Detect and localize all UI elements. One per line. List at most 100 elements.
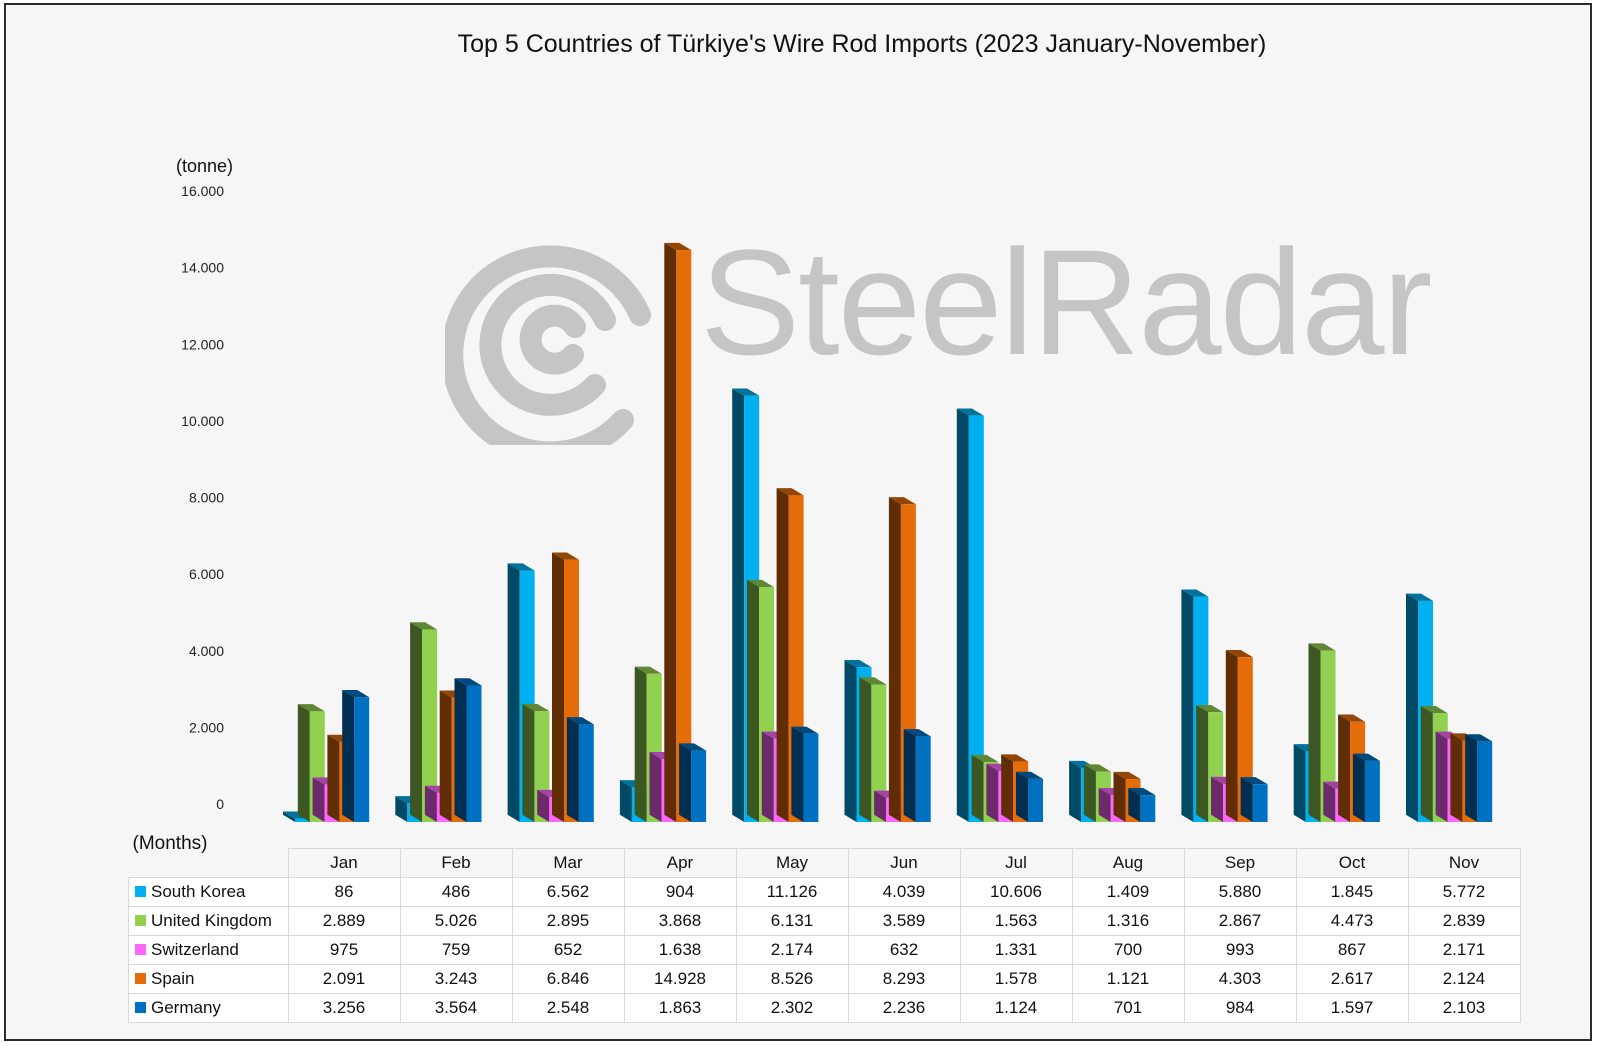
month-header: Aug [1071, 848, 1185, 878]
bar-group-jul [956, 408, 1043, 822]
table-cell: 6.846 [511, 964, 625, 994]
series-legend-cell: Spain [128, 964, 289, 994]
bar-group-feb [395, 622, 482, 822]
table-cell: 4.039 [847, 877, 961, 907]
table-header-row: (Months) Jan Feb Mar Apr May Jun Jul Aug Sep Oct N… [128, 832, 1521, 878]
series-name: United Kingdom [151, 911, 272, 930]
bar-top [1016, 771, 1043, 779]
bar-top [1225, 649, 1253, 658]
bar [679, 743, 707, 822]
table-cell: 1.597 [1295, 993, 1409, 1023]
bar-side [956, 408, 969, 822]
bar-top [1128, 787, 1156, 796]
bar-side [566, 717, 579, 822]
y-tick-label: 0 [216, 796, 224, 812]
bar-side [1240, 777, 1253, 822]
bar-side [1016, 771, 1028, 822]
bar-top [888, 497, 916, 505]
bar-side [679, 743, 692, 822]
y-tick-label: 12.000 [181, 336, 224, 352]
bar-group-nov [1406, 593, 1493, 822]
bar-side [1113, 771, 1126, 822]
bar-side [537, 789, 550, 822]
bar-side [1098, 787, 1111, 822]
y-axis-unit-label: (tonne) [176, 156, 234, 176]
month-header: May [735, 848, 849, 878]
y-tick-label: 2.000 [189, 719, 224, 735]
bar-group-oct [1293, 643, 1380, 822]
bar-top [903, 729, 931, 737]
bar-top [566, 717, 594, 725]
bar-group-may [732, 388, 819, 822]
month-header: Sep [1183, 848, 1297, 878]
table-cell: 6.131 [735, 906, 849, 936]
bar-top [454, 678, 482, 686]
bar [956, 408, 984, 822]
chart-title: Top 5 Countries of Türkiye's Wire Rod Im… [457, 30, 1267, 58]
bar-side [522, 703, 535, 822]
bar-side [634, 666, 647, 822]
table-cell: 14.928 [623, 964, 737, 994]
series-name: Switzerland [151, 940, 239, 959]
series-legend-cell: United Kingdom [128, 906, 289, 936]
bar-side [791, 726, 804, 822]
bar-side [1465, 734, 1478, 822]
series-name: Germany [151, 998, 221, 1017]
bar-top [522, 703, 550, 712]
bar-side [1420, 706, 1433, 822]
bar-top [1465, 734, 1493, 742]
bar-side [844, 660, 857, 822]
bar [454, 678, 482, 822]
bar-chart-plot: 0 2.000 4.000 6.000 8.000 10.000 12.000 14.000 1… [181, 183, 1493, 823]
bar-front [1140, 795, 1156, 822]
bar-side [297, 704, 310, 822]
table-cell: 5.772 [1407, 877, 1521, 907]
month-header: Feb [399, 848, 513, 878]
month-header: Jul [959, 848, 1073, 878]
table-cell: 3.564 [399, 993, 513, 1023]
table-cell: 1.563 [959, 906, 1073, 936]
legend-swatch [135, 973, 146, 984]
table-cell: 6.562 [511, 877, 625, 907]
table-cell: 86 [287, 877, 401, 907]
bar-front [466, 685, 482, 822]
table-corner-label: (Months) [128, 832, 289, 862]
bar-side [986, 763, 999, 822]
table-cell: 2.889 [287, 906, 401, 936]
table-cell: 2.302 [735, 993, 849, 1023]
table-row: United Kingdom 2.889 5.026 2.895 3.868 6.131 3… [128, 906, 1521, 936]
table-cell: 3.256 [287, 993, 401, 1023]
table-cell: 2.171 [1407, 935, 1521, 965]
bar-side [619, 780, 632, 822]
bar-top [732, 388, 760, 396]
bar-front [871, 684, 887, 822]
bar-side [312, 777, 325, 822]
bar-side [1293, 744, 1306, 822]
bar-top [1352, 753, 1380, 761]
table-cell: 652 [511, 935, 625, 965]
bar-side [1323, 781, 1336, 822]
bar-front [968, 415, 984, 822]
bar-side [507, 563, 520, 822]
month-header: Nov [1407, 848, 1521, 878]
data-table: (Months) Jan Feb Mar Apr May Jun Jul Aug Sep Oct N… [128, 832, 1521, 1023]
table-cell: 2.867 [1183, 906, 1297, 936]
month-header: Apr [623, 848, 737, 878]
table-cell: 632 [847, 935, 961, 965]
table-cell: 2.091 [287, 964, 401, 994]
table-cell: 1.121 [1071, 964, 1185, 994]
bar-side [1352, 753, 1365, 822]
bar [1352, 753, 1380, 822]
bar-side [761, 731, 774, 822]
bar-front [295, 818, 310, 822]
table-cell: 993 [1183, 935, 1297, 965]
bar-side [1225, 649, 1238, 822]
table-cell: 1.863 [623, 993, 737, 1023]
table-cell: 2.236 [847, 993, 961, 1023]
bar-front [1477, 741, 1493, 822]
watermark-text: SteelRadar [700, 218, 1432, 386]
table-cell: 1.845 [1295, 877, 1409, 907]
bar-top [844, 660, 872, 668]
bar-side [1001, 754, 1014, 822]
table-cell: 867 [1295, 935, 1409, 965]
